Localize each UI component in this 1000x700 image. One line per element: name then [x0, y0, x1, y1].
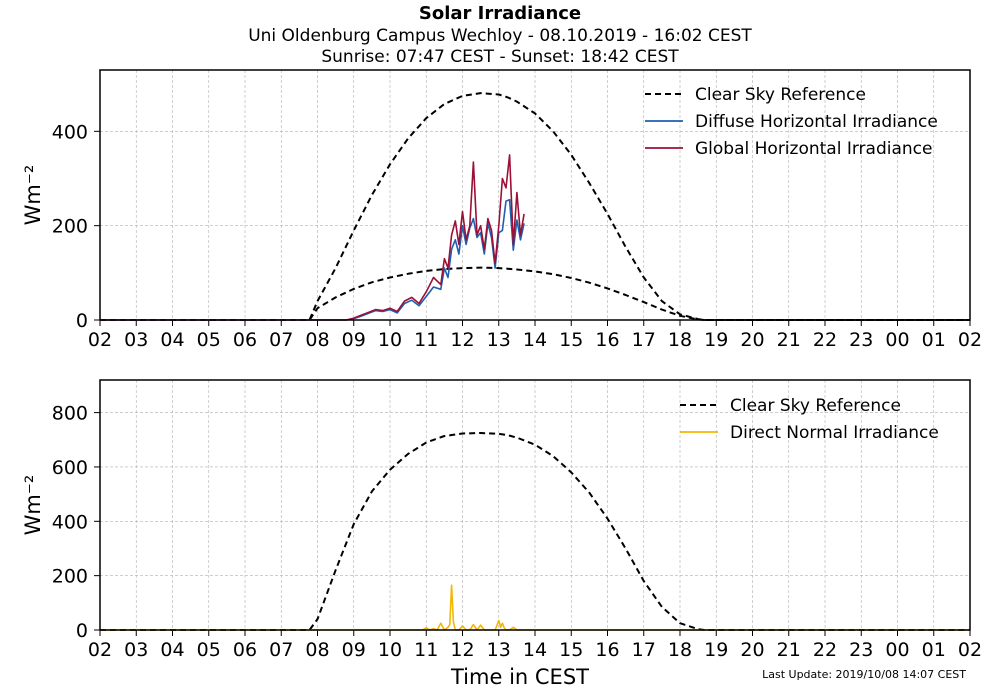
legend-label: Clear Sky Reference	[695, 85, 866, 105]
x-tick-label: 03	[124, 329, 148, 351]
y-tick-label: 800	[52, 403, 88, 425]
x-tick-label: 09	[342, 639, 366, 661]
y-tick-label: 200	[52, 566, 88, 588]
x-tick-label: 06	[233, 639, 257, 661]
series-line	[100, 154, 525, 321]
x-axis-label: Time in CEST	[450, 665, 589, 689]
x-tick-label: 01	[922, 329, 946, 351]
x-tick-label: 03	[124, 639, 148, 661]
y-tick-label: 0	[76, 310, 88, 332]
x-tick-label: 07	[269, 329, 293, 351]
x-tick-label: 20	[740, 639, 764, 661]
y-tick-label: 0	[76, 620, 88, 642]
x-tick-label: 16	[595, 639, 619, 661]
x-tick-label: 02	[88, 329, 112, 351]
y-tick-label: 400	[52, 511, 88, 533]
x-tick-label: 14	[523, 329, 547, 351]
series-line	[100, 432, 970, 631]
x-tick-label: 12	[450, 329, 474, 351]
sunrise-sunset-text: Sunrise: 07:47 CEST - Sunset: 18:42 CEST	[321, 47, 679, 67]
x-tick-label: 21	[777, 329, 801, 351]
series-line	[100, 266, 970, 321]
x-tick-label: 19	[704, 639, 728, 661]
plot-frame	[99, 69, 971, 321]
y-tick-label: 400	[52, 121, 88, 143]
x-tick-label: 17	[632, 639, 656, 661]
x-tick-label: 02	[958, 329, 982, 351]
x-tick-label: 09	[342, 329, 366, 351]
legend-label: Global Horizontal Irradiance	[695, 139, 932, 159]
last-update-text: Last Update: 2019/10/08 14:07 CEST	[762, 668, 966, 681]
y-axis-label: Wm⁻²	[21, 165, 45, 226]
x-tick-label: 22	[813, 639, 837, 661]
x-tick-label: 15	[559, 329, 583, 351]
x-tick-label: 04	[160, 329, 184, 351]
x-tick-label: 08	[305, 639, 329, 661]
x-tick-label: 13	[487, 329, 511, 351]
legend-label: Clear Sky Reference	[730, 396, 901, 416]
x-tick-label: 00	[885, 329, 909, 351]
x-tick-label: 07	[269, 639, 293, 661]
x-tick-label: 19	[704, 329, 728, 351]
y-tick-label: 600	[52, 457, 88, 479]
x-tick-label: 01	[922, 639, 946, 661]
x-tick-label: 08	[305, 329, 329, 351]
x-tick-label: 06	[233, 329, 257, 351]
x-tick-label: 05	[197, 329, 221, 351]
chart-title: Solar Irradiance	[418, 3, 582, 24]
x-tick-label: 16	[595, 329, 619, 351]
x-tick-label: 15	[559, 639, 583, 661]
series-line	[100, 92, 970, 321]
x-tick-label: 18	[668, 329, 692, 351]
legend-label: Diffuse Horizontal Irradiance	[695, 112, 938, 132]
legend-label: Direct Normal Irradiance	[730, 423, 939, 443]
x-tick-label: 10	[378, 329, 402, 351]
x-tick-label: 20	[740, 329, 764, 351]
x-tick-label: 14	[523, 639, 547, 661]
chart-subtitle: Uni Oldenburg Campus Wechloy - 08.10.201…	[248, 26, 752, 46]
x-tick-label: 04	[160, 639, 184, 661]
x-tick-label: 21	[777, 639, 801, 661]
x-tick-label: 11	[414, 639, 438, 661]
x-tick-label: 23	[849, 329, 873, 351]
x-tick-label: 02	[958, 639, 982, 661]
x-tick-label: 11	[414, 329, 438, 351]
x-tick-label: 12	[450, 639, 474, 661]
x-tick-label: 02	[88, 639, 112, 661]
x-tick-label: 23	[849, 639, 873, 661]
x-tick-label: 18	[668, 639, 692, 661]
x-tick-label: 17	[632, 329, 656, 351]
y-tick-label: 200	[52, 216, 88, 238]
x-tick-label: 22	[813, 329, 837, 351]
x-tick-label: 05	[197, 639, 221, 661]
series-line	[100, 198, 525, 321]
x-tick-label: 10	[378, 639, 402, 661]
plot-frame	[99, 379, 971, 631]
x-tick-label: 13	[487, 639, 511, 661]
x-tick-label: 00	[885, 639, 909, 661]
y-axis-label: Wm⁻²	[21, 475, 45, 536]
